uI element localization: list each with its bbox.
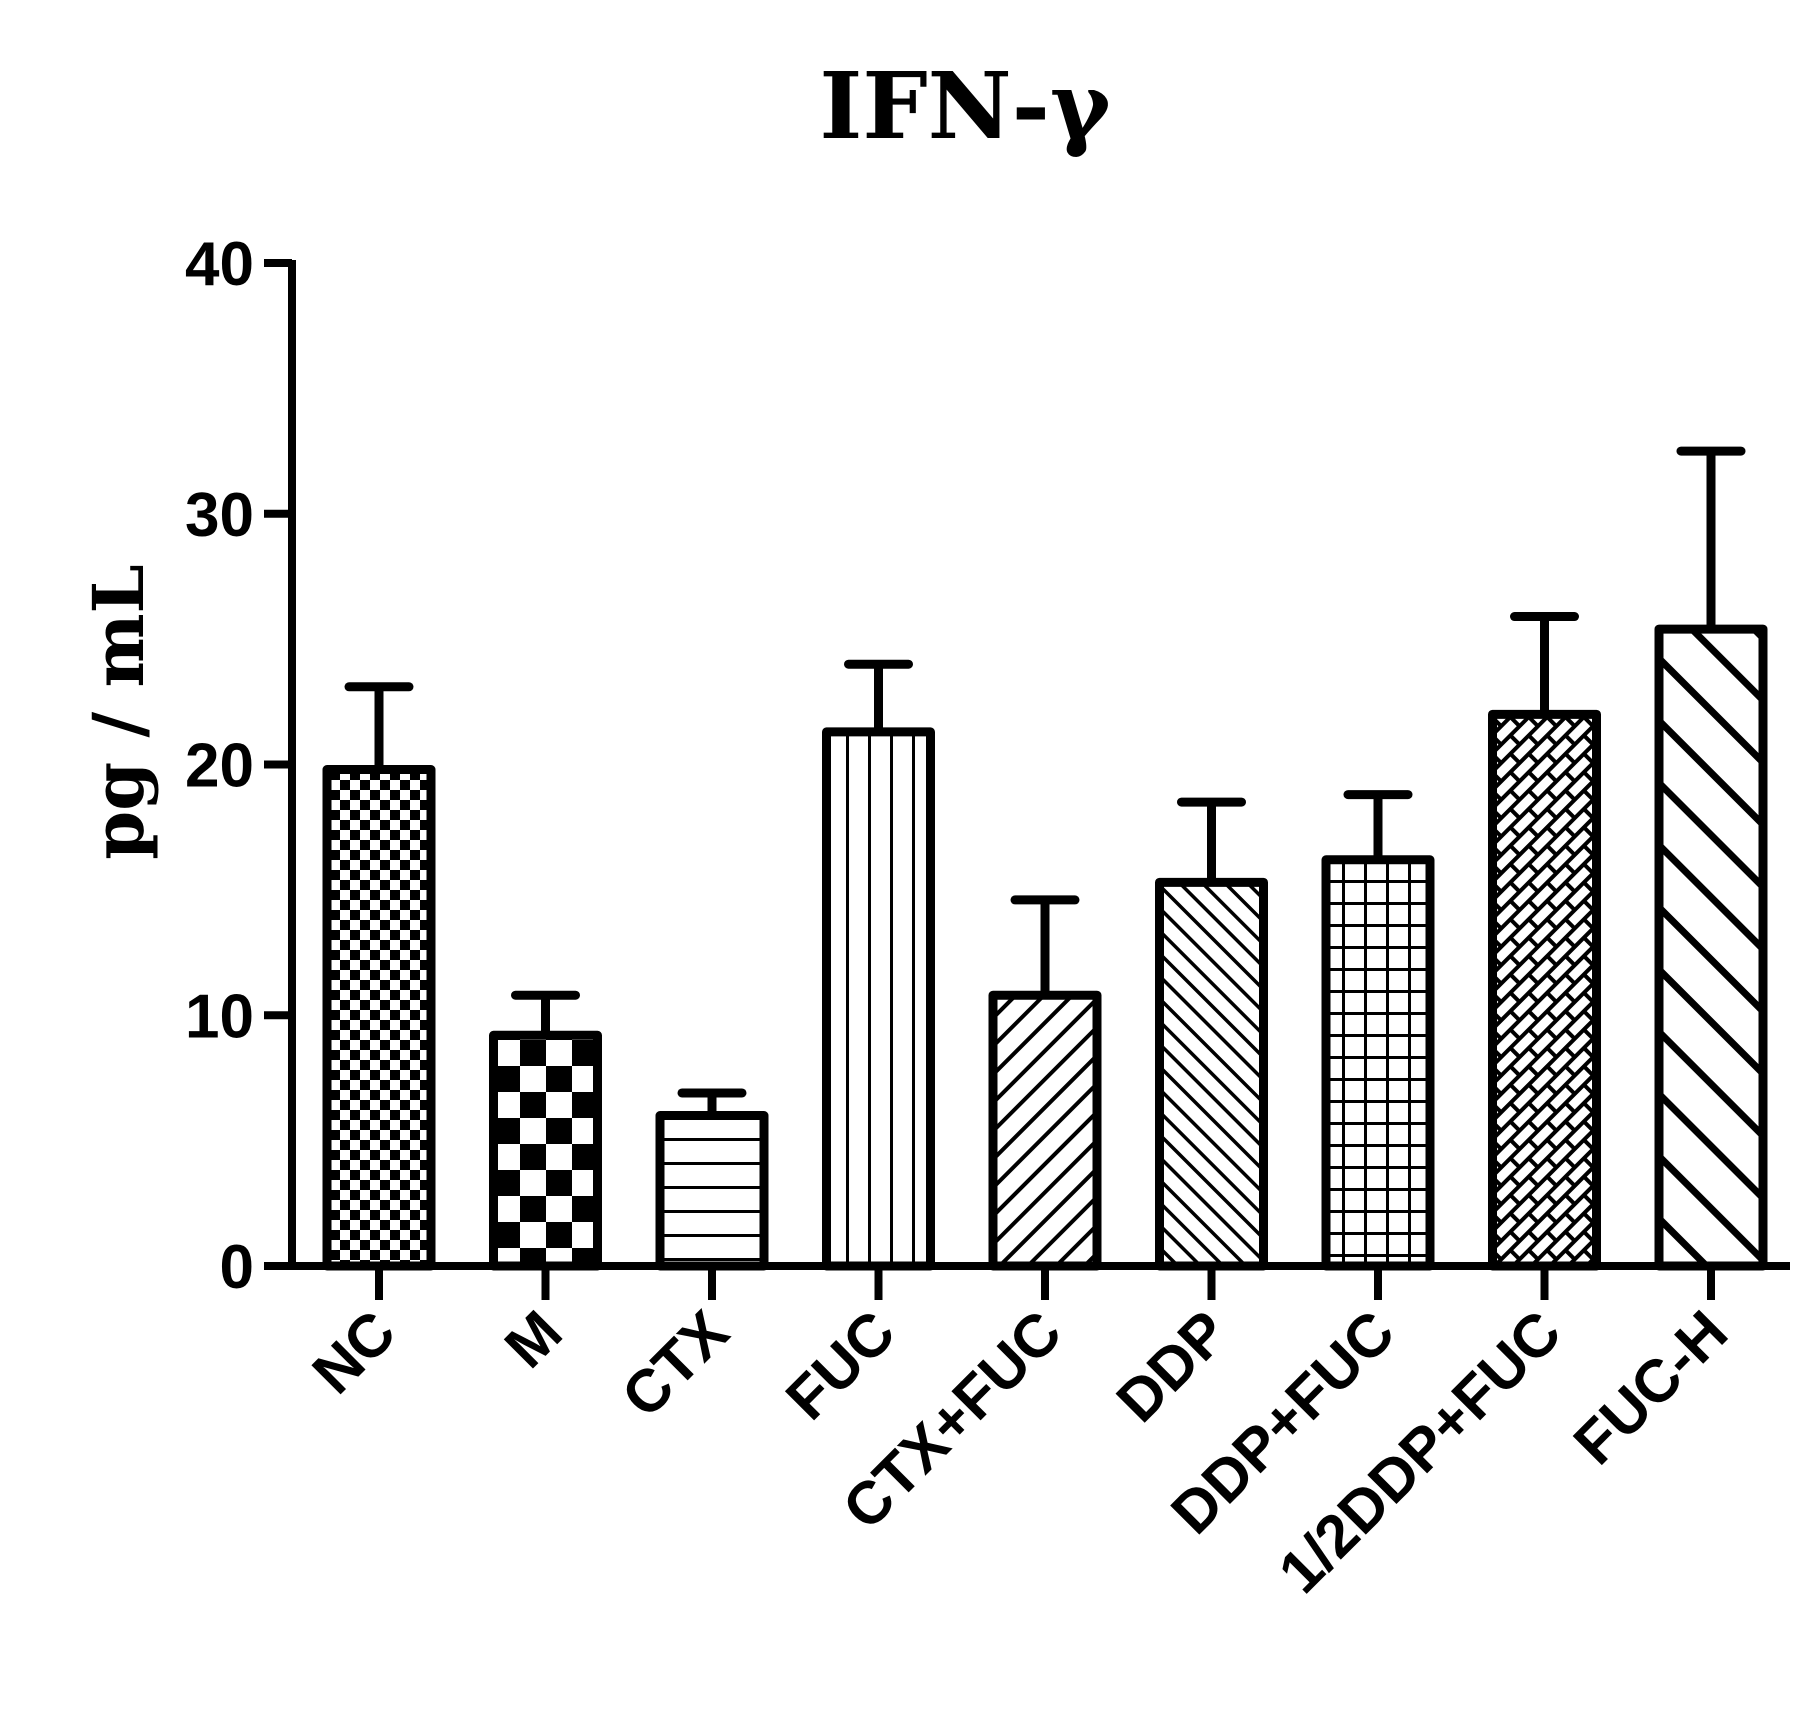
x-tick-label: FUC: [773, 1298, 908, 1433]
bar-nc: [322, 765, 436, 1271]
y-tick-label: 20: [185, 732, 254, 801]
x-tick-label: NC: [300, 1298, 409, 1407]
x-tick-label: FUC-H: [1561, 1298, 1740, 1477]
bar-fuc: [822, 727, 935, 1271]
x-tick-label: 1/2DDP+FUC: [1266, 1298, 1574, 1606]
bar-ctx-fuc: [988, 990, 1102, 1271]
x-tick-label: DDP: [1104, 1298, 1241, 1435]
chart-title: IFN-γ: [819, 52, 1112, 160]
y-ticks: 0 10 20 30 40: [185, 230, 292, 1302]
bars: [322, 446, 1768, 1271]
bar-m: [489, 1030, 602, 1271]
bar-ctx: [655, 1111, 769, 1271]
bar-fuc-h: [1654, 624, 1768, 1271]
y-tick-label: 0: [220, 1233, 254, 1302]
y-tick-label: 40: [185, 230, 254, 299]
y-tick-label: 30: [185, 481, 254, 550]
y-axis-label: pg / mL: [77, 564, 160, 859]
bar-ddp-fuc: [1321, 855, 1435, 1271]
x-tick-label: M: [492, 1298, 575, 1381]
x-tick-label: CTX: [609, 1298, 741, 1430]
bar-ddp: [1155, 877, 1268, 1271]
y-tick-label: 10: [185, 982, 254, 1051]
bar-1-2ddp-fuc: [1488, 709, 1601, 1271]
